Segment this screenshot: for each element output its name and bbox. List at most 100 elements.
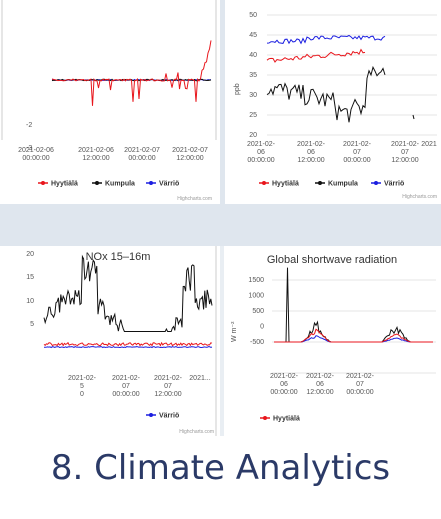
- y-tick: -2: [26, 122, 32, 129]
- series-line-kumpula: [274, 267, 433, 343]
- series-line-hyytiala: [51, 40, 212, 106]
- x-tick-label: 2021: [421, 141, 437, 148]
- legend-marker[interactable]: [318, 181, 322, 185]
- y-tick-label: 500: [252, 308, 264, 315]
- x-tick-label: 00:00:00: [346, 389, 373, 396]
- credit-label: Highcharts.com: [177, 196, 212, 202]
- y-tick-label: 10: [26, 298, 34, 305]
- x-tick-label: 12:00:00: [391, 157, 418, 164]
- legend-marker[interactable]: [95, 181, 99, 185]
- legend-marker[interactable]: [262, 181, 266, 185]
- y-tick: -3: [26, 145, 32, 152]
- legend-item[interactable]: Kumpula: [105, 181, 135, 188]
- x-tick-label: 00:00:00: [343, 157, 370, 164]
- series-line-kumpula: [266, 65, 386, 123]
- series-line-varrio: [266, 34, 386, 45]
- series-line-kumpula: [43, 254, 213, 332]
- series-line-hyytiala: [266, 48, 366, 63]
- legend-item[interactable]: Värriö: [384, 181, 404, 188]
- x-tick-label: 2021-02-: [391, 141, 420, 148]
- x-tick-label: 2021-02-: [154, 375, 183, 382]
- x-tick-label: 00:00:00: [128, 155, 155, 162]
- x-tick-label: 00:00:00: [270, 389, 297, 396]
- legend-marker[interactable]: [41, 181, 45, 185]
- x-tick-label: 2021-02-06: [78, 147, 114, 154]
- x-tick-label: 12:00:00: [154, 391, 181, 398]
- x-tick-label: 12:00:00: [306, 389, 333, 396]
- legend-marker[interactable]: [149, 413, 153, 417]
- chart-bottom-right: Global shortwave radiation W m⁻² 1500 100…: [231, 254, 436, 423]
- legend-item[interactable]: Hyytiälä: [272, 181, 299, 188]
- y-tick-label: -500: [250, 339, 264, 346]
- y-tick-label: 30: [249, 92, 257, 99]
- x-tick-label: 5: [80, 383, 84, 390]
- y-tick-label: 35: [249, 72, 257, 79]
- x-tick-label: 0: [80, 391, 84, 398]
- panel-top-right: ppb 50 45 40 35 30 25 20 2021-02- 06 00:00:00 202…: [225, 0, 441, 204]
- caption-title: 8. Climate Analytics: [50, 448, 391, 488]
- y-tick-label: 50: [249, 12, 257, 19]
- legend-item[interactable]: Värriö: [159, 181, 179, 188]
- x-tick-label: 12:00:00: [176, 155, 203, 162]
- x-tick-label: 2021-02-: [297, 141, 326, 148]
- credit-label: Highcharts.com: [179, 429, 214, 435]
- x-tick-label: 00:00:00: [247, 157, 274, 164]
- x-tick-label: 00:00:00: [112, 391, 139, 398]
- legend-item[interactable]: Värriö: [159, 413, 179, 420]
- x-tick-label: 07: [401, 149, 409, 156]
- y-tick-label: 20: [249, 132, 257, 139]
- legend-item[interactable]: Kumpula: [328, 181, 358, 188]
- series-tail-kumpula: [412, 114, 415, 120]
- chart-title: Global shortwave radiation: [267, 254, 397, 266]
- y-tick-label: 15: [26, 274, 34, 281]
- legend-marker[interactable]: [374, 181, 378, 185]
- x-tick-label: 12:00:00: [82, 155, 109, 162]
- x-tick-label: 2021...: [189, 375, 210, 382]
- x-tick-label: 2021-02-07: [172, 147, 208, 154]
- x-tick-label: 12:00:00: [297, 157, 324, 164]
- panel-top-left: -2 -3 2021-02-06 00:00:00 2021-02-06 12:00:…: [0, 0, 220, 204]
- x-tick-label: 2021-02-: [270, 373, 299, 380]
- series-line-varrio: [44, 346, 213, 349]
- x-tick-label: 07: [353, 149, 361, 156]
- y-tick-label: 0: [260, 324, 264, 331]
- legend-item[interactable]: Hyytiälä: [51, 181, 78, 188]
- legend-marker[interactable]: [263, 416, 267, 420]
- x-tick-label: 2021-02-: [343, 141, 372, 148]
- y-tick-label: 40: [249, 52, 257, 59]
- x-tick-label: 2021-02-: [68, 375, 97, 382]
- panel-bottom-left: NOx 15–16m 20 15 10 5 2021-02- 5 0 2021-02- 07 0…: [0, 246, 220, 436]
- panel-bottom-right: Global shortwave radiation W m⁻² 1500 100…: [224, 246, 441, 436]
- x-tick-label: 2021-02-07: [124, 147, 160, 154]
- y-tick-label: 5: [30, 321, 34, 328]
- x-tick-label: 2021-02-: [247, 141, 276, 148]
- series-line-hyytiala: [43, 341, 213, 347]
- x-tick-label: 07: [122, 383, 130, 390]
- x-tick-label: 00:00:00: [22, 155, 49, 162]
- chart-title: NOx 15–16m: [86, 251, 151, 263]
- y-tick-label: 25: [249, 112, 257, 119]
- y-axis-label: W m⁻²: [231, 321, 238, 342]
- x-tick-label: 2021-02-: [346, 373, 375, 380]
- y-tick-label: 45: [249, 32, 257, 39]
- x-tick-label: 06: [307, 149, 315, 156]
- x-tick-label: 06: [280, 381, 288, 388]
- x-tick-label: 06: [316, 381, 324, 388]
- x-tick-label: 07: [356, 381, 364, 388]
- legend-item[interactable]: Hyytiälä: [273, 416, 300, 423]
- series-line-hyytiala: [274, 328, 433, 343]
- legend-marker[interactable]: [149, 181, 153, 185]
- x-tick-label: 2021-02-: [306, 373, 335, 380]
- x-tick-label: 2021-02-: [112, 375, 141, 382]
- chart-top-left: -2 -3 2021-02-0600:00:002021-02-0612:00:…: [1, 0, 217, 202]
- y-tick-label: 1000: [248, 293, 264, 300]
- y-tick-label: 1500: [248, 277, 264, 284]
- x-tick-label: 2021-02-06: [18, 147, 54, 154]
- y-axis-label: ppb: [234, 83, 241, 95]
- x-tick-label: 06: [257, 149, 265, 156]
- credit-label: Highcharts.com: [402, 194, 437, 200]
- y-tick-label: 20: [26, 251, 34, 258]
